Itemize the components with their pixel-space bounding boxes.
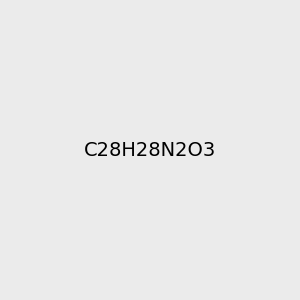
Text: C28H28N2O3: C28H28N2O3 <box>84 140 216 160</box>
